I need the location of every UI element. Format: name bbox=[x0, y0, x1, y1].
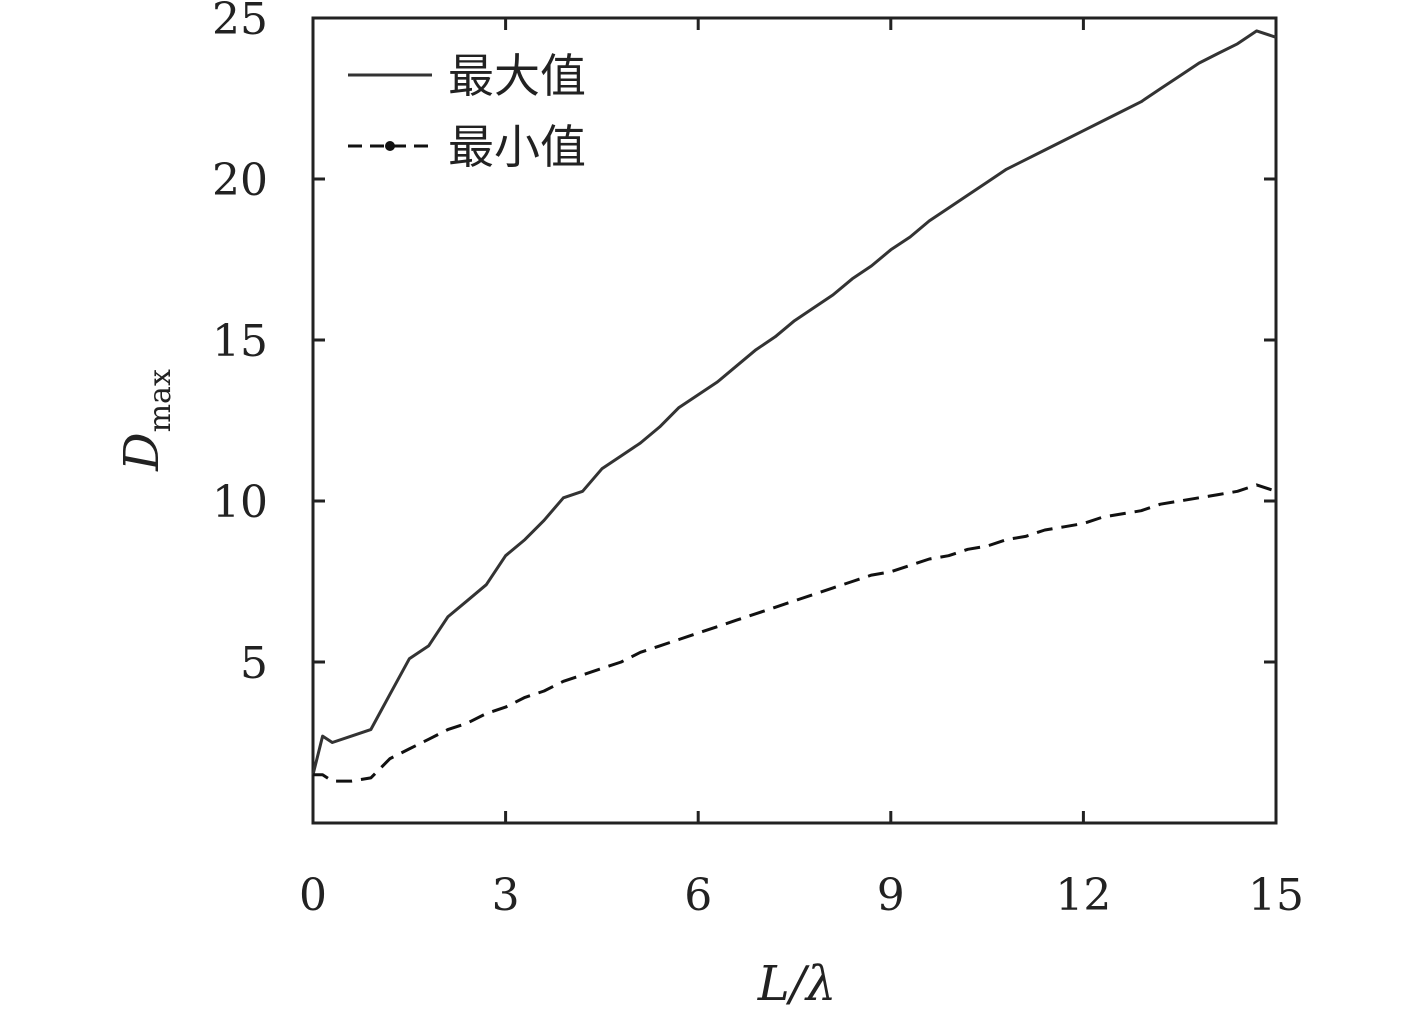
y-tick-label: 20 bbox=[212, 155, 268, 206]
legend: 最大值 最小值 bbox=[348, 49, 586, 174]
x-tick-label: 9 bbox=[877, 870, 905, 921]
x-axis-label: L/λ bbox=[757, 956, 836, 1012]
x-tick-label: 6 bbox=[684, 870, 712, 921]
legend-label-max: 最大值 bbox=[448, 49, 586, 103]
plot-frame bbox=[311, 16, 1278, 825]
x-tick-label: 15 bbox=[1248, 870, 1304, 921]
series-layer bbox=[311, 29, 1277, 783]
y-tick-label: 15 bbox=[212, 316, 268, 367]
legend-label-min: 最小值 bbox=[448, 120, 586, 174]
x-tick-label: 12 bbox=[1055, 870, 1111, 921]
x-tick-label: 3 bbox=[492, 870, 520, 921]
y-axis-label-sub: max bbox=[143, 369, 178, 432]
x-tick-label: 0 bbox=[299, 870, 327, 921]
legend-marker-min bbox=[385, 141, 395, 151]
y-tick-label: 25 bbox=[212, 0, 268, 45]
axis-ticks bbox=[313, 18, 1276, 823]
series-line-min bbox=[313, 483, 1277, 783]
y-tick-label: 5 bbox=[240, 638, 268, 689]
y-axis-label: Dmax bbox=[114, 369, 178, 472]
y-tick-label: 10 bbox=[212, 477, 268, 528]
y-axis-label-main: D bbox=[114, 432, 170, 471]
axis-tick-labels: 0 3 6 9 12 15 5 10 15 20 25 bbox=[212, 0, 1304, 921]
series-line-max bbox=[311, 29, 1277, 776]
